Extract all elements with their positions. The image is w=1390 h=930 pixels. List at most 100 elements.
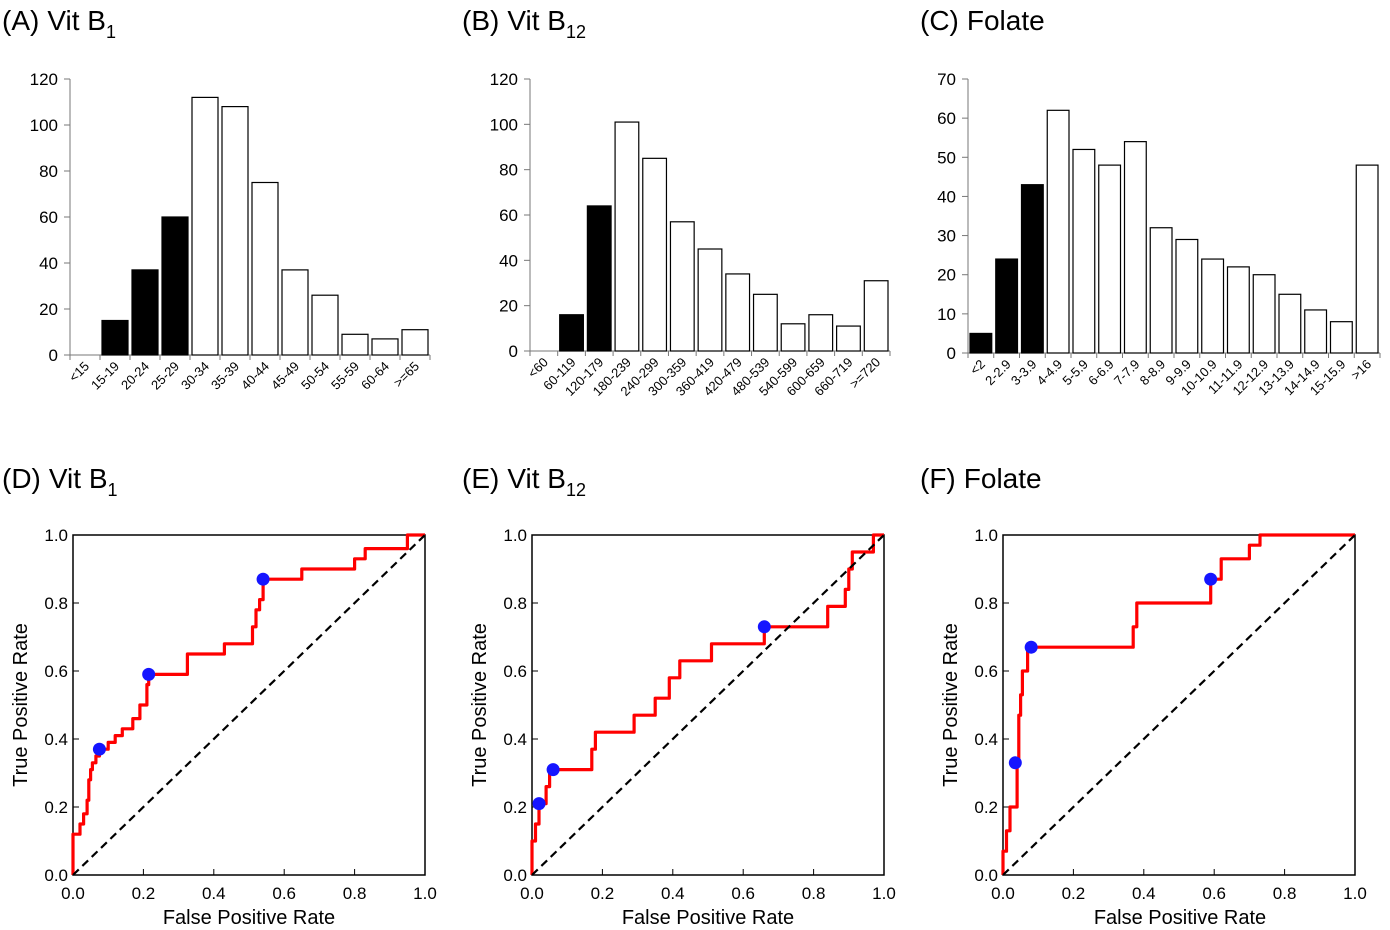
histogram-bar: [725, 273, 751, 352]
histogram-bar: [1252, 274, 1276, 354]
x-axis-label: False Positive Rate: [622, 907, 794, 929]
roc-curve: [1001, 533, 1355, 875]
histogram-plot-area: 020406080100120<6060-119120-179180-23924…: [490, 70, 891, 399]
roc-curve: [71, 533, 425, 875]
x-tick-label: 0.4: [661, 884, 685, 903]
y-tick-label: 60: [937, 109, 956, 128]
x-tick-label: 1.0: [1343, 884, 1367, 903]
cutoff-marker: [757, 620, 771, 634]
panel-title-e: (E) Vit B12: [462, 463, 586, 500]
histogram-bar: [341, 333, 369, 356]
histogram-bar: [586, 205, 612, 352]
x-tick-label: 0.6: [1202, 884, 1226, 903]
panel-title-c: (C) Folate: [920, 5, 1045, 36]
cutoff-marker: [92, 742, 106, 756]
histogram-bar: [752, 293, 778, 352]
panel-title-a: (A) Vit B1: [2, 5, 116, 42]
y-tick-label: 0: [49, 346, 58, 365]
histogram-bar: [131, 269, 159, 356]
roc-vit-b1: (D) Vit B1 False Positive Rate True Posit…: [2, 463, 437, 929]
y-tick-label: 0.8: [44, 594, 68, 613]
y-tick-label: 0.4: [44, 730, 68, 749]
histogram-bar: [1201, 258, 1225, 354]
x-category-label: >16: [1348, 357, 1374, 383]
histogram-bar: [863, 280, 889, 352]
y-tick-label: 1.0: [44, 526, 68, 545]
y-tick-label: 60: [39, 208, 58, 227]
x-tick-label: 0.2: [1062, 884, 1086, 903]
x-category-label: 20-24: [118, 359, 152, 393]
y-tick-label: 0.6: [974, 662, 998, 681]
y-tick-label: 0.2: [44, 798, 68, 817]
histogram-bar: [401, 329, 429, 356]
y-tick-label: 20: [937, 266, 956, 285]
y-tick-label: 30: [937, 227, 956, 246]
histogram-bar: [808, 314, 834, 352]
x-tick-label: 0.8: [802, 884, 826, 903]
histogram-bar: [780, 323, 806, 352]
histogram-plot-area: 010203040506070<22-2.93-3.94-4.95-5.96-6…: [937, 70, 1381, 398]
cutoff-marker: [256, 572, 270, 586]
y-tick-label: 80: [499, 161, 518, 180]
roc-folate: (F) Folate False Positive Rate True Posit…: [920, 463, 1367, 929]
y-tick-label: 0.8: [503, 594, 527, 613]
histogram-bar: [836, 325, 861, 352]
roc-curve: [530, 533, 884, 875]
histogram-bar: [669, 221, 695, 352]
x-category-label: 50-54: [298, 359, 332, 393]
y-tick-label: 0: [509, 342, 518, 361]
histogram-bar: [697, 248, 723, 352]
x-tick-label: 0.6: [272, 884, 296, 903]
histogram-bar: [559, 314, 584, 352]
x-category-label: 60-64: [358, 359, 392, 393]
x-category-label: 25-29: [148, 359, 182, 393]
x-tick-label: 0.8: [1273, 884, 1297, 903]
y-tick-label: 0.2: [503, 798, 527, 817]
histogram-bar: [1304, 309, 1328, 354]
histogram-bar: [1355, 164, 1379, 354]
x-tick-label: 0.2: [132, 884, 156, 903]
chance-diagonal: [1002, 534, 1356, 876]
y-tick-label: 100: [490, 115, 518, 134]
x-category-label: 45-49: [268, 359, 302, 393]
roc-plot-area: 0.00.0 0.2 0.2 0.4 0.4 0.6 0.6 0.8 0.8 1.0 1.0: [974, 526, 1366, 903]
x-tick-label: 0.8: [343, 884, 367, 903]
chance-diagonal: [531, 534, 885, 876]
cutoff-marker: [532, 797, 546, 811]
y-tick-label: 0.2: [974, 798, 998, 817]
panel-title-d: (D) Vit B1: [2, 463, 118, 500]
y-tick-label: 0: [947, 344, 956, 363]
x-category-label: >=65: [391, 359, 423, 391]
histogram-bar: [371, 338, 399, 356]
y-tick-label: 1.0: [503, 526, 527, 545]
x-category-label: 30-34: [178, 359, 212, 393]
y-tick-label: 1.0: [974, 526, 998, 545]
x-tick-label: 0.4: [1132, 884, 1156, 903]
x-category-label: 4-4.9: [1034, 357, 1066, 389]
histogram-bar: [1072, 148, 1096, 354]
y-tick-label: 0.4: [503, 730, 527, 749]
histogram-bar: [614, 121, 640, 352]
y-tick-label: 0.0: [974, 866, 998, 885]
x-tick-label: 0.0: [520, 884, 544, 903]
y-tick-label: 0.4: [974, 730, 998, 749]
chance-diagonal: [72, 534, 426, 876]
histogram-bar: [1149, 227, 1173, 354]
x-category-label: 2-2.9: [982, 357, 1014, 389]
x-category-label: 3-3.9: [1008, 357, 1040, 389]
roc-plot-area: 0.00.0 0.2 0.2 0.4 0.4 0.6 0.6 0.8 0.8 1.0 1.0: [503, 526, 895, 903]
y-axis-label: True Positive Rate: [469, 623, 491, 787]
histogram-bar: [969, 332, 993, 354]
x-axis-label: False Positive Rate: [1094, 907, 1266, 929]
histogram-bar: [1175, 238, 1199, 354]
y-tick-label: 100: [30, 116, 58, 135]
y-tick-label: 40: [937, 187, 956, 206]
histogram-vit-b1: (A) Vit B1 020406080100120<1515-1920-2425…: [2, 5, 431, 393]
y-tick-label: 0.8: [974, 594, 998, 613]
histogram-bar: [1098, 164, 1122, 354]
x-category-label: 5-5.9: [1059, 357, 1091, 389]
y-tick-label: 40: [499, 251, 518, 270]
histogram-bar: [1329, 321, 1353, 354]
cutoff-marker: [142, 667, 156, 681]
histogram-bar: [1123, 141, 1147, 354]
